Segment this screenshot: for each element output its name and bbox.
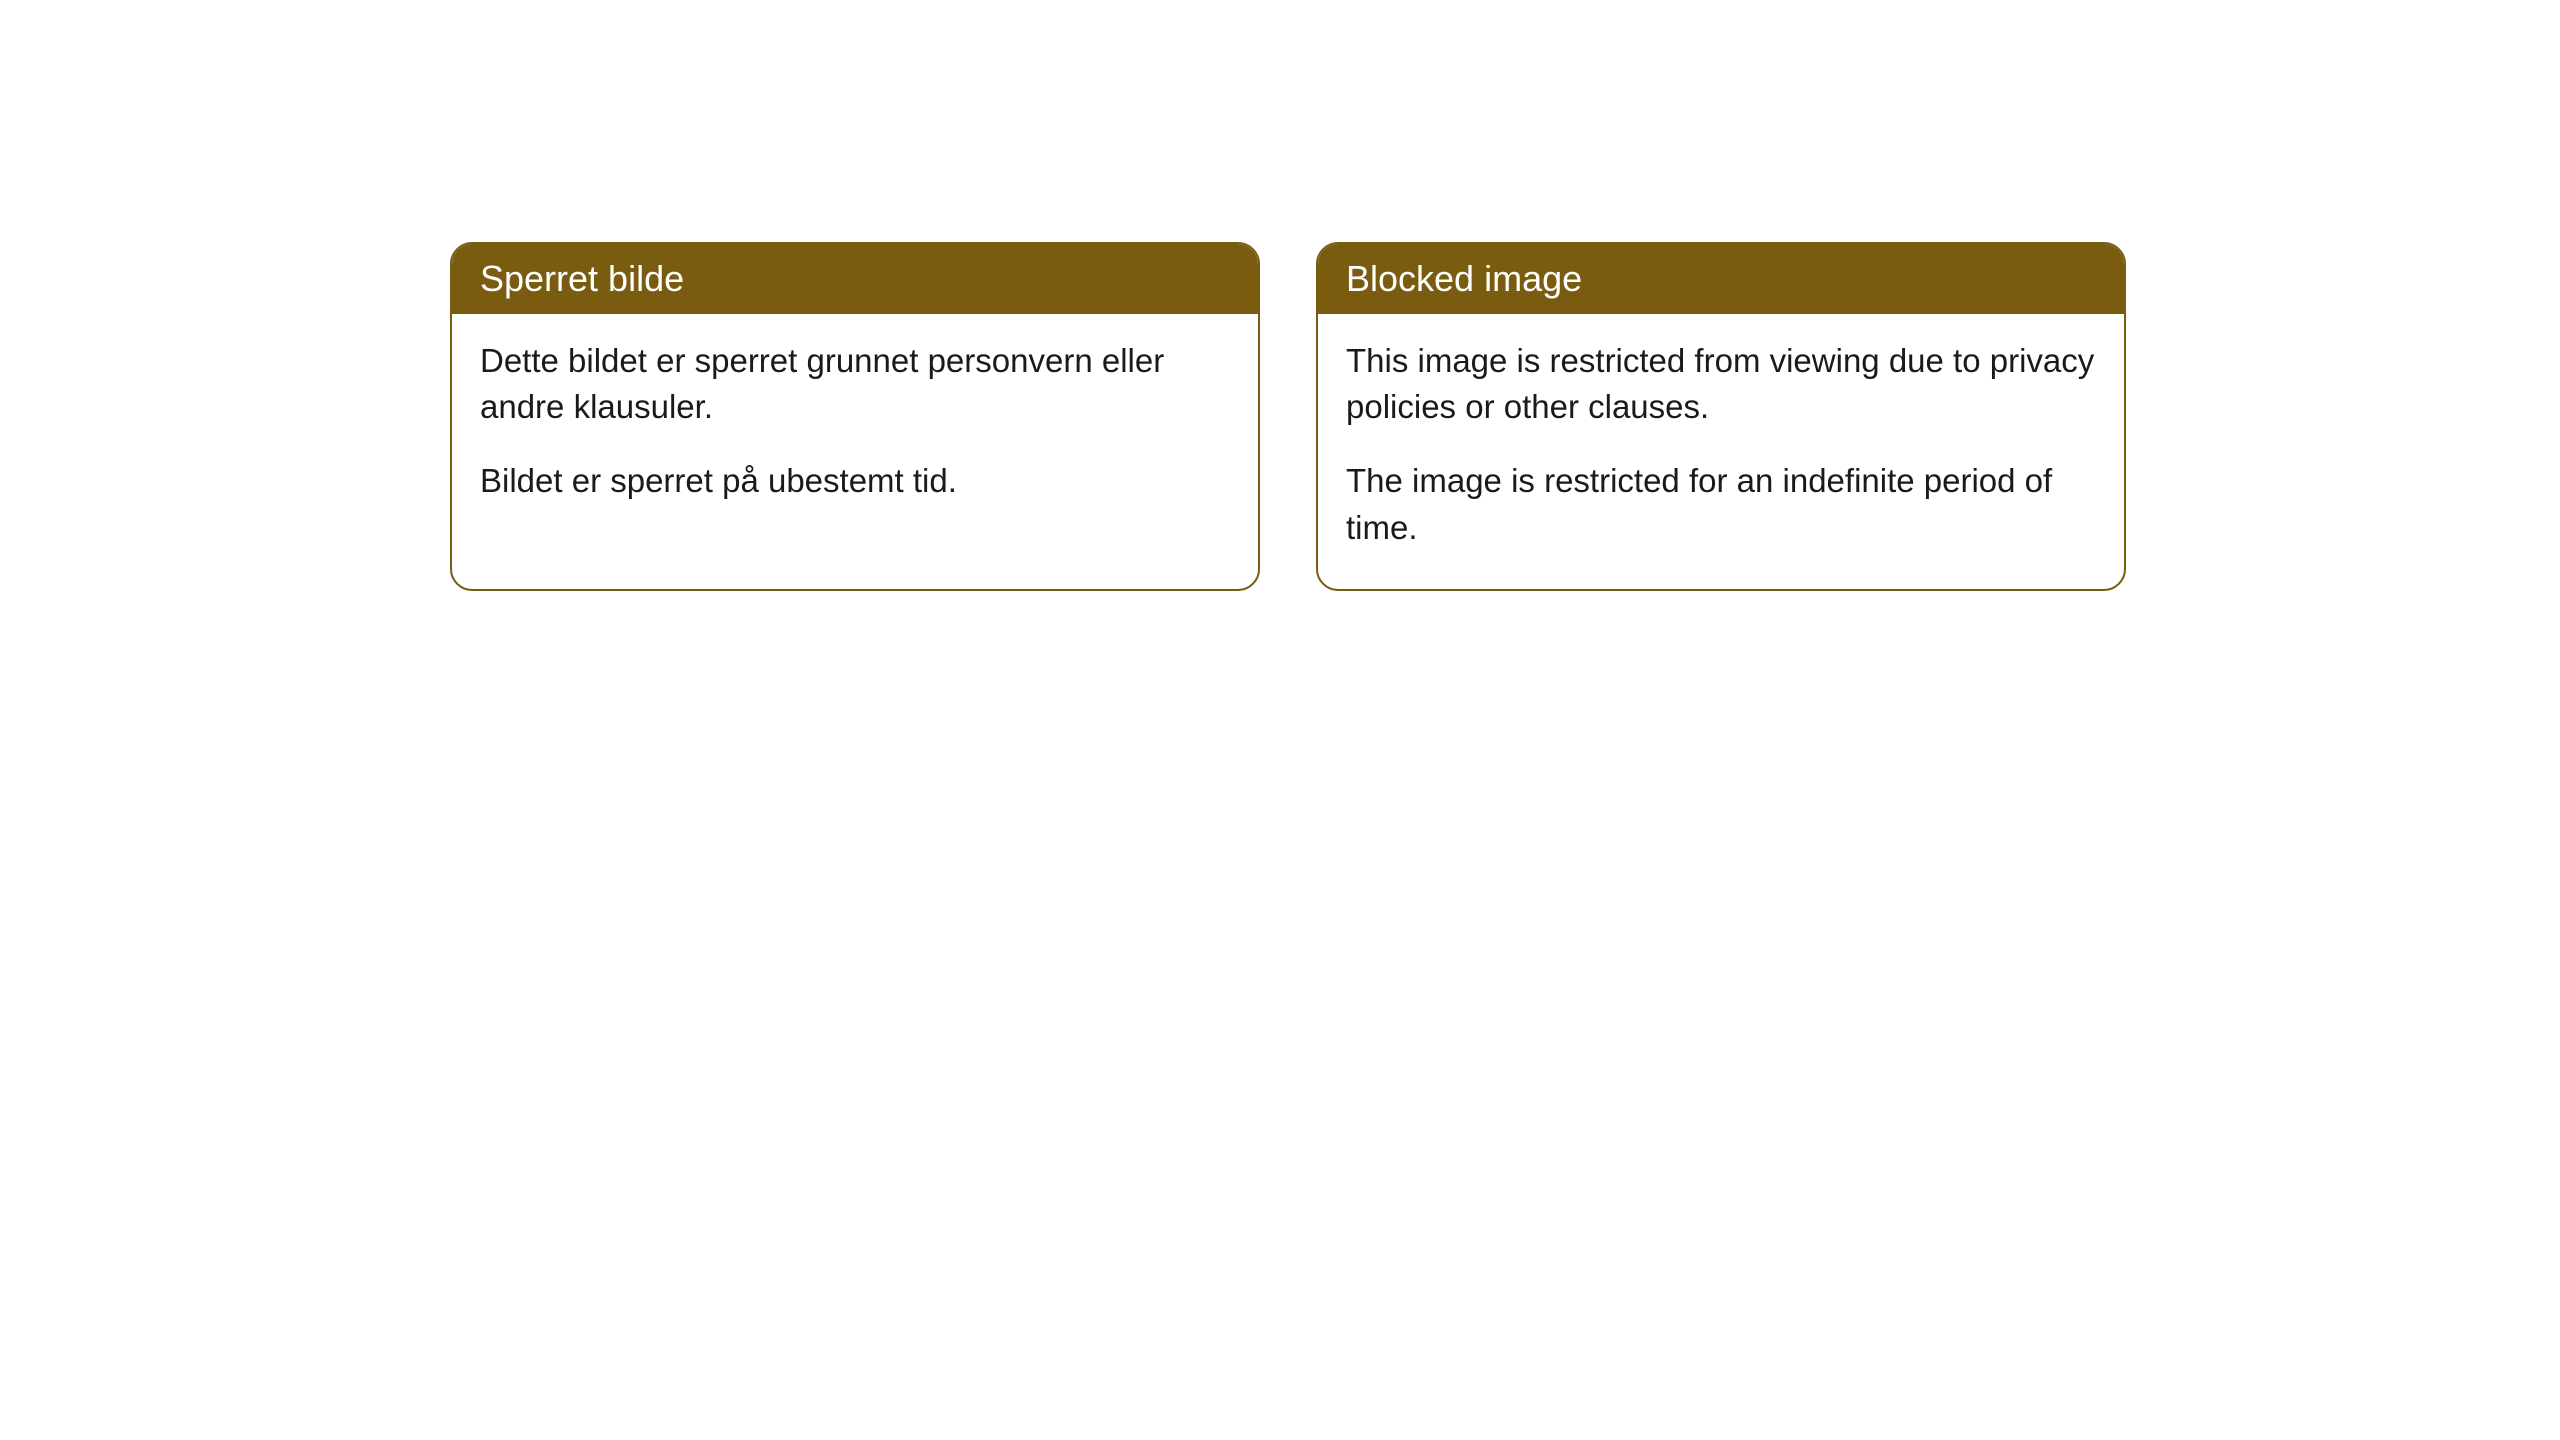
card-paragraph-en-2: The image is restricted for an indefinit… (1346, 458, 2096, 550)
card-paragraph-no-1: Dette bildet er sperret grunnet personve… (480, 338, 1230, 430)
card-body-no: Dette bildet er sperret grunnet personve… (452, 314, 1258, 543)
card-paragraph-en-1: This image is restricted from viewing du… (1346, 338, 2096, 430)
card-body-en: This image is restricted from viewing du… (1318, 314, 2124, 589)
blocked-image-card-en: Blocked image This image is restricted f… (1316, 242, 2126, 591)
notice-cards-container: Sperret bilde Dette bildet er sperret gr… (450, 242, 2560, 591)
blocked-image-card-no: Sperret bilde Dette bildet er sperret gr… (450, 242, 1260, 591)
card-paragraph-no-2: Bildet er sperret på ubestemt tid. (480, 458, 1230, 504)
card-header-en: Blocked image (1318, 244, 2124, 314)
card-header-no: Sperret bilde (452, 244, 1258, 314)
